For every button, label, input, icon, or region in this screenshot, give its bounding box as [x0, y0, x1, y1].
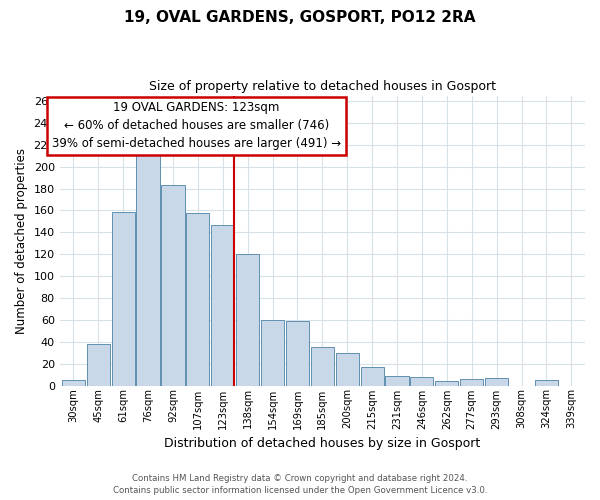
Bar — [62, 380, 85, 386]
Bar — [535, 380, 558, 386]
Bar — [335, 352, 359, 386]
Bar — [435, 381, 458, 386]
Y-axis label: Number of detached properties: Number of detached properties — [15, 148, 28, 334]
Bar — [261, 320, 284, 386]
Bar — [485, 378, 508, 386]
Bar — [286, 321, 309, 386]
Bar — [161, 186, 185, 386]
Text: Contains HM Land Registry data © Crown copyright and database right 2024.
Contai: Contains HM Land Registry data © Crown c… — [113, 474, 487, 495]
Bar — [211, 224, 235, 386]
Bar — [311, 347, 334, 386]
Bar — [385, 376, 409, 386]
Bar — [236, 254, 259, 386]
Bar — [186, 212, 209, 386]
Text: 19 OVAL GARDENS: 123sqm
← 60% of detached houses are smaller (746)
39% of semi-d: 19 OVAL GARDENS: 123sqm ← 60% of detache… — [52, 102, 341, 150]
Bar — [410, 377, 433, 386]
Text: 19, OVAL GARDENS, GOSPORT, PO12 2RA: 19, OVAL GARDENS, GOSPORT, PO12 2RA — [124, 10, 476, 25]
Bar — [112, 212, 135, 386]
Bar — [86, 344, 110, 386]
Title: Size of property relative to detached houses in Gosport: Size of property relative to detached ho… — [149, 80, 496, 93]
Bar — [460, 379, 483, 386]
X-axis label: Distribution of detached houses by size in Gosport: Distribution of detached houses by size … — [164, 437, 481, 450]
Bar — [136, 146, 160, 386]
Bar — [361, 367, 384, 386]
